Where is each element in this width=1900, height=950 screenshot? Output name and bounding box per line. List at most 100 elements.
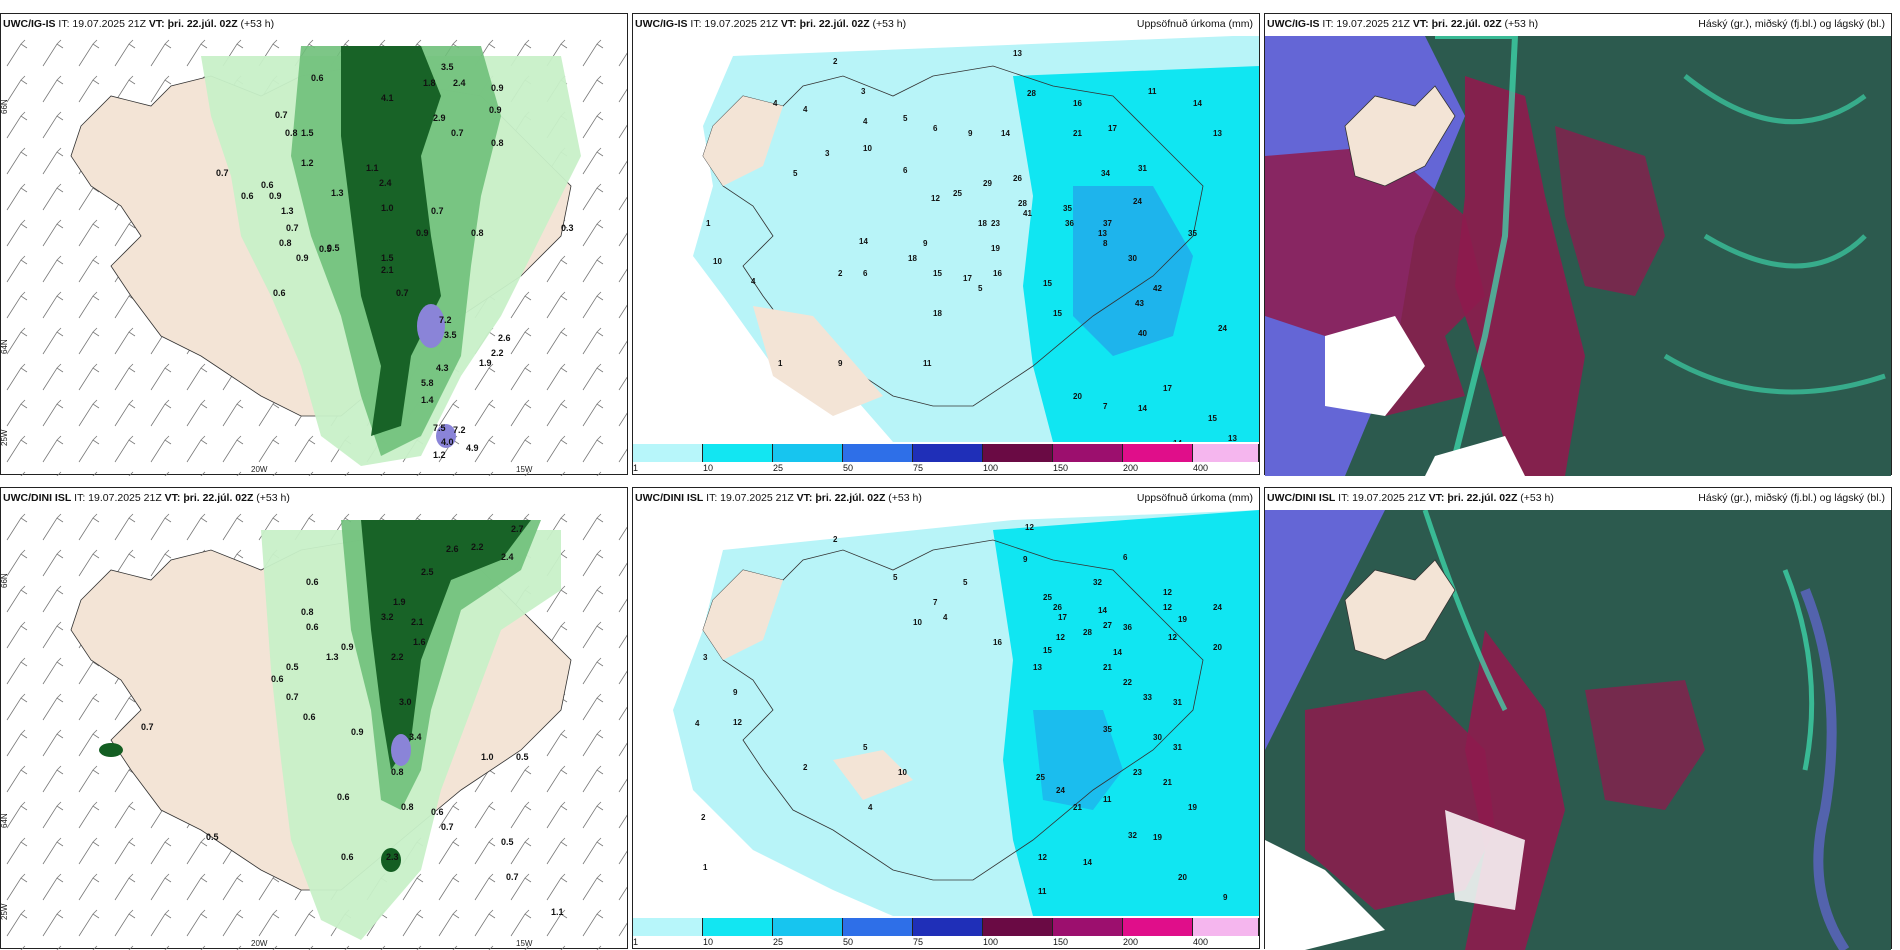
- svg-text:3.5: 3.5: [441, 62, 454, 72]
- svg-text:0.8: 0.8: [401, 802, 414, 812]
- svg-text:13: 13: [1033, 663, 1042, 672]
- colorbar: 1 10 25 50 75 100 150 200 400: [633, 444, 1259, 474]
- land-exposed: [703, 96, 783, 186]
- svg-text:0.8: 0.8: [491, 138, 504, 148]
- clear-sky: [1445, 810, 1525, 910]
- svg-text:40: 40: [1138, 329, 1147, 338]
- svg-text:14: 14: [1173, 439, 1182, 442]
- svg-text:5: 5: [793, 169, 798, 178]
- svg-text:0.6: 0.6: [306, 577, 319, 587]
- svg-text:0.7: 0.7: [141, 722, 154, 732]
- svg-text:10: 10: [898, 768, 907, 777]
- svg-text:6: 6: [933, 124, 938, 133]
- svg-text:25W: 25W: [1, 429, 9, 446]
- svg-text:35: 35: [1103, 725, 1112, 734]
- svg-text:35: 35: [1188, 229, 1197, 238]
- svg-text:0.7: 0.7: [441, 822, 454, 832]
- svg-text:4: 4: [868, 803, 873, 812]
- panel-header: UWC/DINI ISL IT: 19.07.2025 21Z VT: þri.…: [1267, 492, 1885, 504]
- svg-text:20: 20: [1178, 873, 1187, 882]
- svg-text:11: 11: [923, 359, 932, 368]
- svg-text:1: 1: [706, 219, 711, 228]
- svg-text:0.7: 0.7: [396, 288, 409, 298]
- svg-text:15: 15: [1053, 309, 1062, 318]
- svg-text:1.1: 1.1: [366, 163, 379, 173]
- svg-text:17: 17: [963, 274, 972, 283]
- svg-text:2.1: 2.1: [411, 617, 424, 627]
- svg-text:1.5: 1.5: [301, 128, 314, 138]
- svg-text:12: 12: [1025, 523, 1034, 532]
- svg-text:27: 27: [1103, 621, 1112, 630]
- svg-text:3.5: 3.5: [444, 330, 457, 340]
- svg-text:19: 19: [1178, 615, 1187, 624]
- svg-text:15W: 15W: [516, 939, 533, 948]
- land-exposed: [753, 306, 883, 416]
- cloud-cover-map[interactable]: [1265, 36, 1891, 476]
- svg-text:23: 23: [1133, 768, 1142, 777]
- svg-text:0.6: 0.6: [273, 288, 286, 298]
- svg-text:5: 5: [963, 578, 968, 587]
- svg-text:0.7: 0.7: [216, 168, 229, 178]
- svg-text:25: 25: [953, 189, 962, 198]
- svg-text:2: 2: [701, 813, 706, 822]
- svg-text:0.7: 0.7: [431, 206, 444, 216]
- svg-text:42: 42: [1153, 284, 1162, 293]
- svg-text:3: 3: [861, 87, 866, 96]
- panel-header: UWC/IG-IS IT: 19.07.2025 21Z VT: þri. 22…: [1267, 18, 1885, 30]
- svg-text:15: 15: [933, 269, 942, 278]
- precip-rate-map[interactable]: 0.6 1.8 3.5 2.4 0.9 0.7 4.1 2.9 0.9 1.5 …: [1, 36, 627, 476]
- svg-text:26: 26: [1013, 174, 1022, 183]
- svg-text:14: 14: [1138, 404, 1147, 413]
- svg-text:1.4: 1.4: [421, 395, 434, 405]
- svg-text:0.6: 0.6: [311, 73, 324, 83]
- svg-text:13: 13: [1228, 434, 1237, 442]
- svg-text:14: 14: [1098, 606, 1107, 615]
- svg-text:3.2: 3.2: [381, 612, 394, 622]
- svg-text:4: 4: [773, 99, 778, 108]
- panel-header: UWC/DINI ISL IT: 19.07.2025 21Z VT: þri.…: [3, 492, 290, 504]
- land-exposed: [703, 570, 783, 660]
- svg-text:29: 29: [983, 179, 992, 188]
- svg-text:25: 25: [1036, 773, 1045, 782]
- svg-text:7: 7: [1103, 402, 1108, 411]
- svg-text:10: 10: [713, 257, 722, 266]
- svg-text:14: 14: [1193, 99, 1202, 108]
- svg-text:2.2: 2.2: [491, 348, 504, 358]
- cloud-edge: [1663, 74, 1886, 395]
- svg-text:0.9: 0.9: [296, 253, 309, 263]
- precip-max-area: [436, 424, 456, 448]
- svg-text:0.9: 0.9: [491, 83, 504, 93]
- cloud-cover-map[interactable]: [1265, 510, 1891, 950]
- svg-text:1.9: 1.9: [479, 358, 492, 368]
- svg-text:7: 7: [933, 598, 938, 607]
- svg-text:20W: 20W: [251, 465, 268, 474]
- svg-text:0.6: 0.6: [337, 792, 350, 802]
- svg-text:1: 1: [703, 863, 708, 872]
- svg-text:28: 28: [1027, 89, 1036, 98]
- svg-text:13: 13: [1213, 129, 1222, 138]
- svg-text:37: 37: [1103, 219, 1112, 228]
- svg-text:21: 21: [1163, 778, 1172, 787]
- svg-text:0.9: 0.9: [416, 228, 429, 238]
- precip-rate-map[interactable]: 2.7 2.6 2.2 2.4 0.6 1.9 3.2 2.5 0.8 0.6 2.1 1.…: [1, 510, 627, 950]
- svg-text:6: 6: [1123, 553, 1128, 562]
- svg-text:4: 4: [863, 117, 868, 126]
- svg-text:18: 18: [908, 254, 917, 263]
- svg-text:9: 9: [968, 129, 973, 138]
- svg-text:22: 22: [1123, 678, 1132, 687]
- svg-text:5: 5: [893, 573, 898, 582]
- svg-text:24: 24: [1056, 786, 1065, 795]
- panel-accum-precip-igis: UWC/IG-IS IT: 19.07.2025 21Z VT: þri. 22…: [632, 13, 1260, 475]
- iceland-land: [1344, 559, 1456, 661]
- svg-text:28: 28: [1083, 628, 1092, 637]
- svg-text:5.8: 5.8: [421, 378, 434, 388]
- low-cloud-band: [1800, 588, 1850, 950]
- svg-text:5: 5: [978, 284, 983, 293]
- svg-text:20: 20: [1073, 392, 1082, 401]
- svg-text:30: 30: [1153, 733, 1162, 742]
- svg-text:17: 17: [1163, 384, 1172, 393]
- panel-accum-precip-dini: UWC/DINI ISL IT: 19.07.2025 21Z VT: þri.…: [632, 487, 1260, 949]
